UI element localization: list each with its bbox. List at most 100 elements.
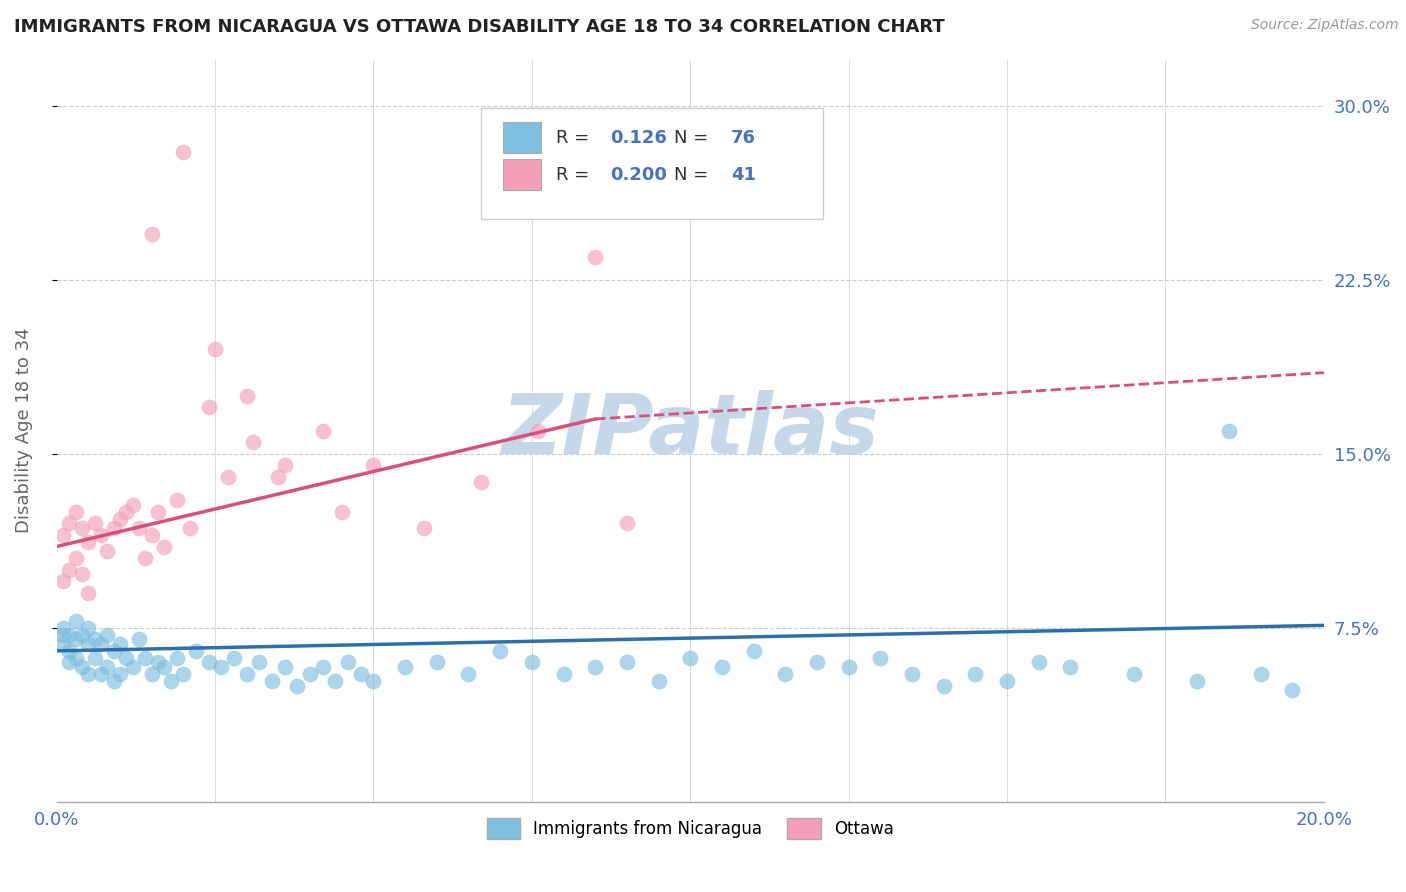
Point (70, 627, 93, 641)
Point (90, 528, 112, 542)
Point (103, 673, 125, 688)
Point (90, 667, 112, 681)
Point (287, 679, 309, 693)
Point (217, 470, 239, 484)
Point (1028, 656, 1050, 670)
Point (616, 516, 638, 531)
Point (394, 660, 416, 674)
Point (108, 511, 131, 525)
Point (679, 650, 702, 665)
Text: 76: 76 (731, 128, 756, 146)
Point (70, 521, 93, 535)
Text: IMMIGRANTS FROM NICARAGUA VS OTTAWA DISABILITY AGE 18 TO 34 CORRELATION CHART: IMMIGRANTS FROM NICARAGUA VS OTTAWA DISA… (14, 18, 945, 36)
Text: R =: R = (555, 128, 595, 146)
Point (337, 656, 360, 670)
Point (299, 667, 322, 681)
Point (363, 673, 385, 688)
Point (108, 667, 131, 681)
Point (134, 650, 156, 665)
Point (153, 660, 176, 674)
Text: 41: 41 (731, 166, 756, 184)
Point (52, 528, 75, 542)
Point (583, 250, 606, 264)
Point (901, 667, 924, 681)
Point (172, 667, 194, 681)
Point (96, 627, 118, 641)
Point (325, 673, 347, 688)
Point (838, 660, 860, 674)
Point (184, 644, 207, 658)
Point (121, 498, 143, 512)
Y-axis label: Disability Age 18 to 34: Disability Age 18 to 34 (15, 327, 32, 533)
Point (108, 637, 131, 651)
Point (527, 424, 550, 438)
Point (77, 534, 100, 549)
Point (647, 673, 669, 688)
Point (775, 667, 797, 681)
Point (235, 667, 257, 681)
Point (260, 673, 283, 688)
Point (65, 551, 87, 566)
Point (312, 424, 335, 438)
Point (77, 586, 100, 600)
Point (274, 660, 297, 674)
Text: R =: R = (555, 166, 595, 184)
Point (52, 627, 75, 641)
Point (1250, 667, 1272, 681)
Point (489, 644, 512, 658)
Point (965, 667, 987, 681)
Point (1059, 660, 1081, 674)
Point (77, 621, 100, 635)
Point (553, 667, 575, 681)
Point (869, 650, 891, 665)
Point (426, 656, 449, 670)
Bar (503, 122, 541, 153)
Point (58, 563, 80, 577)
Point (65, 632, 87, 647)
Point (222, 650, 245, 665)
Text: 0.126: 0.126 (610, 128, 668, 146)
Point (141, 667, 163, 681)
Point (583, 660, 606, 674)
Point (58, 627, 80, 641)
Text: N =: N = (673, 166, 714, 184)
Point (235, 389, 257, 403)
Text: ZIPatlas: ZIPatlas (502, 390, 879, 471)
Point (58, 656, 80, 670)
Point (806, 656, 828, 670)
Point (83, 516, 105, 531)
Point (52, 574, 75, 589)
Point (179, 521, 201, 535)
Point (134, 551, 156, 566)
Point (90, 637, 112, 651)
Point (350, 667, 373, 681)
Point (172, 145, 194, 160)
Point (141, 227, 163, 241)
Point (1185, 673, 1208, 688)
Point (363, 458, 385, 473)
Point (70, 567, 93, 582)
Point (247, 656, 270, 670)
Point (1122, 667, 1144, 681)
Point (77, 667, 100, 681)
Text: Source: ZipAtlas.com: Source: ZipAtlas.com (1251, 18, 1399, 32)
Point (520, 656, 543, 670)
FancyBboxPatch shape (481, 108, 824, 219)
Point (242, 435, 264, 450)
Point (413, 521, 436, 535)
Point (52, 621, 75, 635)
Point (65, 505, 87, 519)
Point (457, 667, 479, 681)
Point (274, 458, 297, 473)
Text: 0.200: 0.200 (610, 166, 668, 184)
Legend: Immigrants from Nicaragua, Ottawa: Immigrants from Nicaragua, Ottawa (479, 812, 900, 846)
Bar (503, 159, 541, 190)
Point (141, 528, 163, 542)
Point (77, 637, 100, 651)
Point (1281, 683, 1303, 698)
Point (121, 660, 143, 674)
Point (146, 656, 169, 670)
Point (995, 673, 1018, 688)
Point (58, 644, 80, 658)
Point (209, 660, 232, 674)
